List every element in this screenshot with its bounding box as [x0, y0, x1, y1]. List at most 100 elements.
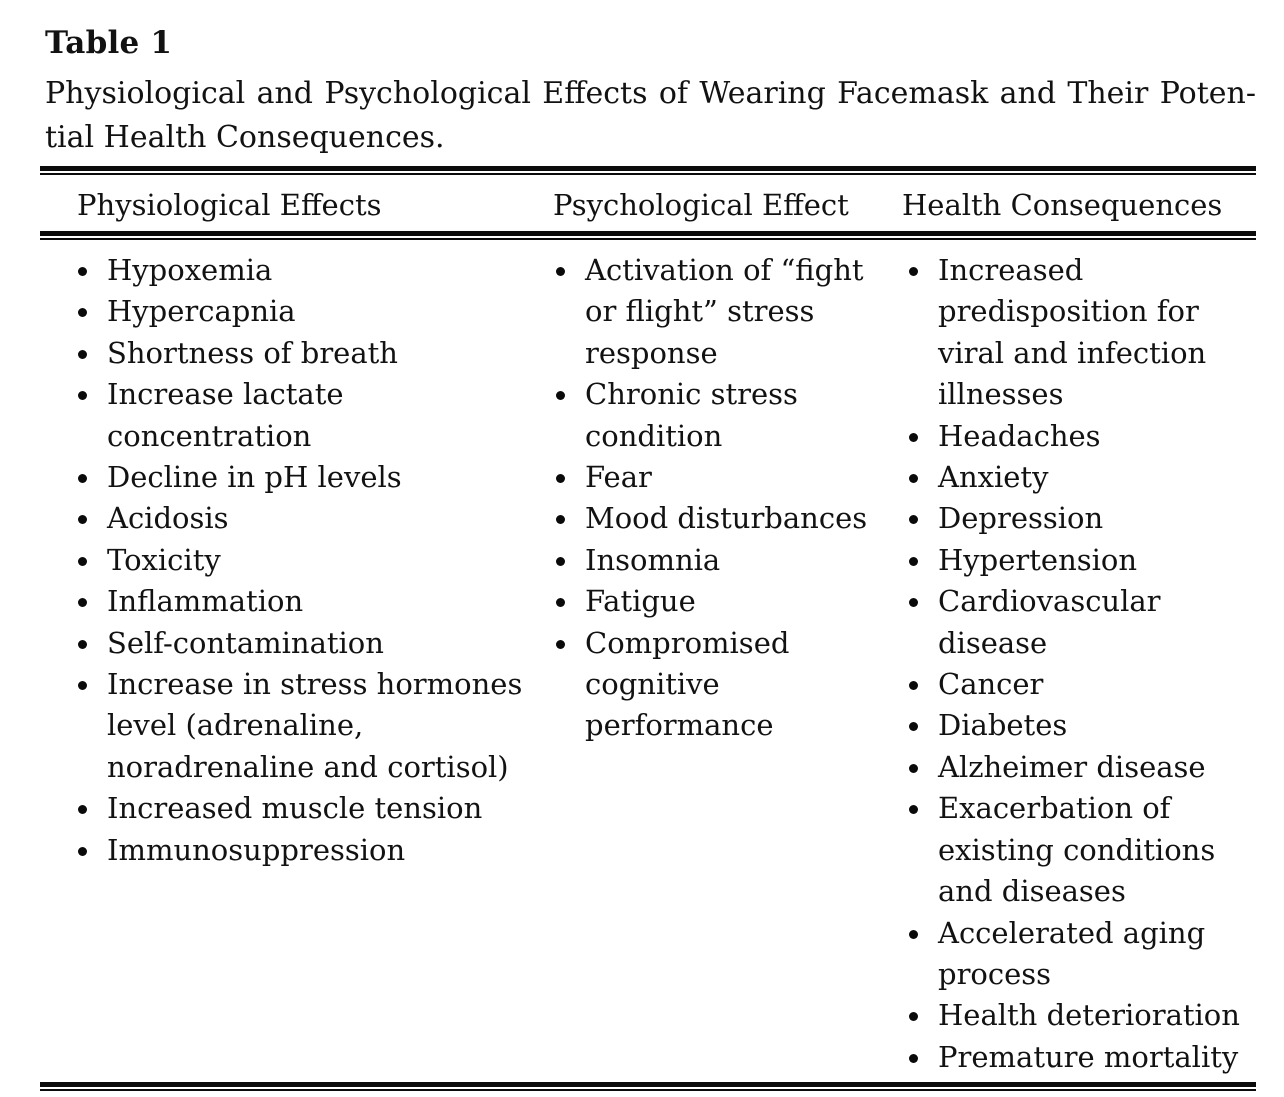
list-item: Inflammation [77, 581, 530, 622]
bullet-box [908, 995, 938, 1036]
list-item: Cancer [908, 664, 1256, 705]
list-item-text: Fatigue [585, 584, 696, 619]
bullet-box [908, 581, 938, 622]
list-item-text: Hypercapnia [107, 294, 296, 329]
list-item: Decline in pH levels [77, 457, 530, 498]
list-item-text: Decline in pH levels [107, 460, 402, 495]
bullet-icon [78, 681, 87, 691]
list-item: Hypertension [908, 540, 1256, 581]
table-bottom-rule [40, 1082, 1256, 1091]
list-item-text: Inflammation [107, 584, 304, 619]
bullet-icon [556, 474, 565, 484]
bullet-box [77, 374, 107, 415]
bullet-icon [78, 515, 87, 525]
table-top-rule [40, 166, 1256, 175]
bullet-box [77, 540, 107, 581]
bullet-box [908, 705, 938, 746]
list-item: Toxicity [77, 540, 530, 581]
rule-thin-line [40, 1089, 1256, 1091]
bullet-icon [909, 763, 918, 773]
list-item: Hypoxemia [77, 250, 530, 291]
bullet-box [908, 250, 938, 291]
bullet-box [77, 664, 107, 705]
bullet-icon [78, 556, 87, 566]
bullet-box [77, 250, 107, 291]
bullet-box [908, 747, 938, 788]
column-psychological-effect-list: Activation of “fight or flight” stress r… [555, 250, 880, 747]
list-item: Increased predisposition for viral and i… [908, 250, 1256, 416]
list-item: Chronic stress condition [555, 374, 880, 457]
bullet-icon [909, 432, 918, 442]
bullet-icon [909, 598, 918, 608]
bullet-icon [556, 391, 565, 401]
rule-thick-line [40, 231, 1256, 236]
column-header-psychological-effect: Psychological Effect [553, 188, 849, 222]
list-item-text: Shortness of breath [107, 335, 398, 370]
bullet-icon [909, 267, 918, 276]
bullet-box [555, 498, 585, 539]
bullet-box [555, 250, 585, 291]
list-item-text: Hypertension [938, 542, 1138, 577]
bullet-box [77, 581, 107, 622]
list-item: Anxiety [908, 457, 1256, 498]
column-header-health-consequences: Health Consequences [902, 188, 1223, 222]
bullet-icon [556, 639, 565, 649]
list-item-text: Hypoxemia [107, 253, 273, 287]
bullet-icon [909, 1053, 918, 1063]
bullet-box [77, 623, 107, 664]
list-item: Diabetes [908, 705, 1256, 746]
bullet-icon [556, 556, 565, 566]
table-header-rule [40, 231, 1256, 240]
bullet-box [908, 457, 938, 498]
bullet-box [77, 333, 107, 374]
list-item: Headaches [908, 416, 1256, 457]
bullet-icon [78, 349, 87, 359]
list-item: Hypercapnia [77, 291, 530, 332]
bullet-box [555, 581, 585, 622]
list-item: Alzheimer disease [908, 747, 1256, 788]
bullet-icon [909, 929, 918, 939]
list-item-text: Compromised cognitive performance [585, 625, 790, 743]
list-item: Increased muscle tension [77, 788, 530, 829]
list-item-text: Increase lactate concentration [107, 377, 344, 453]
bullet-box [77, 498, 107, 539]
list-item: Increase lactate concentration [77, 374, 530, 457]
list-item: Insomnia [555, 540, 880, 581]
list-item: Exacerbation of existing conditions and … [908, 788, 1256, 912]
bullet-icon [909, 805, 918, 815]
list-item: Premature mortality [908, 1037, 1256, 1078]
list-item-text: Accelerated aging process [938, 915, 1206, 991]
bullet-icon [909, 474, 918, 484]
table-number-label: Table 1 [45, 25, 173, 61]
bullet-icon [78, 639, 87, 649]
list-item: Acidosis [77, 498, 530, 539]
column-physiological-effects-list: Hypoxemia Hypercapnia Shortness of breath I… [77, 250, 530, 871]
table-caption-line-1: Physiological and Psychological Effects … [45, 76, 1256, 111]
bullet-icon [556, 267, 565, 276]
list-item-text: Increased predisposition for viral and i… [938, 253, 1207, 412]
list-item-text: Fear [585, 460, 652, 495]
list-item: Mood disturbances [555, 498, 880, 539]
rule-thin-line [40, 238, 1256, 240]
bullet-icon [909, 681, 918, 691]
bullet-icon [556, 598, 565, 608]
column-header-physiological-effects: Physiological Effects [77, 188, 382, 222]
bullet-box [555, 374, 585, 415]
list-item-text: Diabetes [938, 708, 1068, 743]
bullet-box [908, 540, 938, 581]
bullet-icon [78, 846, 87, 856]
list-item-text: Toxicity [107, 542, 221, 577]
bullet-icon [78, 391, 87, 401]
list-item-text: Acidosis [107, 501, 229, 536]
list-item-text: Headaches [938, 418, 1101, 453]
bullet-icon [78, 598, 87, 608]
list-item-text: Anxiety [938, 460, 1049, 495]
bullet-icon [909, 1012, 918, 1022]
list-item-text: Health deterioration [938, 998, 1240, 1033]
table-caption-line-2: tial Health Consequences. [45, 120, 445, 155]
bullet-box [555, 623, 585, 664]
rule-thick-line [40, 1082, 1256, 1087]
list-item: Health deterioration [908, 995, 1256, 1036]
list-item: Activation of “fight or flight” stress r… [555, 250, 880, 374]
